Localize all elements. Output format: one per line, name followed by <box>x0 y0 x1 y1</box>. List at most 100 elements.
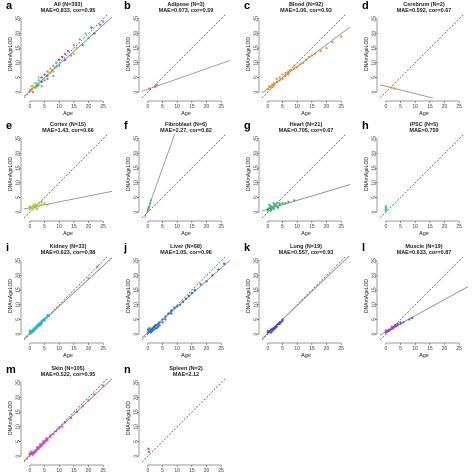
x-tick-label: 15 <box>189 104 195 110</box>
y-tick-label: 25 <box>134 136 140 142</box>
y-tick-label: 15 <box>134 409 140 415</box>
data-point <box>161 318 164 321</box>
data-point <box>36 446 39 449</box>
y-axis-label: DNAmAgeLOD <box>364 157 370 191</box>
x-axis-label: Age <box>419 111 429 117</box>
data-point <box>55 66 58 69</box>
y-tick-label: 25 <box>372 136 378 142</box>
y-tick-label: 5 <box>16 196 22 199</box>
x-tick-label: 5 <box>399 346 402 352</box>
data-point <box>152 325 155 328</box>
data-point <box>269 209 272 212</box>
data-point <box>268 206 271 209</box>
data-point <box>272 205 275 208</box>
y-tick-label: 10 <box>134 302 140 308</box>
data-point <box>266 330 270 333</box>
panel-subtitle: MAE=0.973, cor=0.59 <box>159 8 214 14</box>
data-point <box>43 202 46 205</box>
x-tick-label: 15 <box>309 104 315 110</box>
x-tick-label: 15 <box>71 224 77 230</box>
x-tick-label: 25 <box>338 104 344 110</box>
y-tick-label: 5 <box>16 318 22 321</box>
data-point <box>52 74 55 78</box>
y-tick-label: 0 <box>254 91 260 94</box>
data-point <box>34 86 37 89</box>
y-tick-label: 5 <box>372 76 378 79</box>
data-point <box>34 82 37 85</box>
data-point <box>40 200 43 204</box>
data-point <box>298 63 302 66</box>
data-point <box>29 330 32 333</box>
data-point <box>399 321 402 324</box>
data-point <box>278 202 281 205</box>
y-tick-label: 10 <box>372 180 378 186</box>
panel-letter: c <box>244 0 250 12</box>
data-point <box>284 74 287 78</box>
x-tick-label: 15 <box>71 468 77 474</box>
panel-subtitle: MAE=0.522, cor=0.95 <box>41 372 96 378</box>
panel-f: f Fibroblast (N=6)MAE=2.27, cor=0.82 0 5 10 1… <box>124 120 227 237</box>
x-tick-label: 5 <box>161 468 164 474</box>
y-tick-label: 15 <box>134 45 140 51</box>
panel-letter: m <box>6 364 16 376</box>
data-point <box>310 54 314 57</box>
data-point <box>81 405 84 408</box>
data-point <box>222 262 226 265</box>
panel-title: iPSC (N=5) <box>410 122 438 128</box>
y-tick-label: 0 <box>16 211 22 214</box>
x-axis-label: Age <box>181 231 191 237</box>
data-point <box>40 76 43 79</box>
panel-c: c Blood (N=92)MAE=1.06, cor=0.93 0 5 10 15 20 2… <box>244 0 350 117</box>
y-axis-label: DNAmAgeLOD <box>8 401 14 435</box>
y-tick-label: 10 <box>16 60 22 66</box>
panel-subtitle: MAE=0.759 <box>409 128 438 134</box>
data-point <box>49 67 52 70</box>
data-point <box>78 38 81 41</box>
data-point <box>36 85 39 88</box>
data-point <box>31 453 34 456</box>
x-tick-label: 25 <box>338 346 344 352</box>
y-tick-label: 20 <box>254 272 260 278</box>
data-point <box>307 55 311 59</box>
data-point <box>102 384 105 387</box>
data-point <box>284 202 287 205</box>
data-point <box>275 325 278 328</box>
data-point <box>155 83 158 87</box>
data-point <box>58 58 61 62</box>
x-tick-label: 15 <box>189 468 195 474</box>
plot-area <box>24 378 112 462</box>
data-point <box>276 206 280 209</box>
data-point <box>43 318 46 321</box>
x-tick-label: 10 <box>412 104 418 110</box>
data-point <box>152 328 155 331</box>
y-tick-label: 5 <box>372 196 378 199</box>
data-point <box>37 76 40 79</box>
panel-letter: i <box>6 242 9 254</box>
data-point <box>271 206 274 209</box>
panel-subtitle: MAE=0.633, cor=0.87 <box>397 250 452 256</box>
x-tick-label: 25 <box>218 104 224 110</box>
fit-line <box>144 134 176 218</box>
y-tick-label: 15 <box>254 165 260 171</box>
panel-b: b Adipose (N=3)MAE=0.973, cor=0.59 0 5 10 15 2… <box>124 0 230 117</box>
y-tick-label: 15 <box>254 45 260 51</box>
data-point <box>149 328 152 331</box>
data-point <box>31 205 34 208</box>
data-point <box>187 294 191 298</box>
data-point <box>37 83 40 87</box>
data-point <box>156 322 160 326</box>
x-axis-label: Age <box>63 231 73 237</box>
x-tick-label: 20 <box>442 104 448 110</box>
fit-line <box>142 60 230 92</box>
panel-letter: f <box>124 120 128 132</box>
panel-k: k Lung (N=19)MAE=0.557, cor=0.93 0 5 10 15 20 2… <box>244 242 350 359</box>
data-point <box>384 205 388 208</box>
plot-area <box>142 14 230 98</box>
data-point <box>105 378 107 379</box>
